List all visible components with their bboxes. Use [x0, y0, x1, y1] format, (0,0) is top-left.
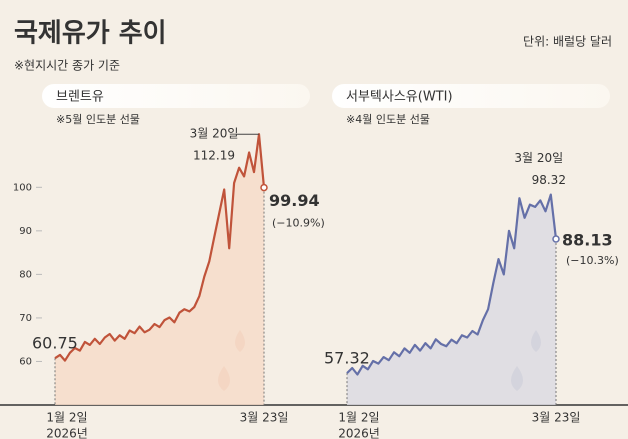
- y-tick-label: 100: [13, 182, 32, 193]
- peak-value: 98.32: [532, 173, 566, 187]
- start-value: 60.75: [32, 334, 78, 353]
- end-value: 99.94: [269, 191, 320, 210]
- y-tick-label: 70: [19, 313, 32, 324]
- x-tick-label: 3월 23일: [240, 411, 289, 425]
- unit: 단위: 배럴당 달러: [523, 35, 612, 49]
- peak-value: 112.19: [193, 149, 235, 163]
- area: [55, 134, 264, 405]
- title: 국제유가 추이: [14, 19, 167, 49]
- x-tick-label: 3월 23일: [532, 411, 581, 425]
- year-label: 2026년: [338, 427, 380, 439]
- y-tick-label: 80: [19, 269, 32, 280]
- area: [347, 194, 556, 405]
- start-value: 57.32: [324, 349, 370, 368]
- change-label: (−10.3%): [566, 254, 619, 267]
- x-tick-label: 1월 2일: [338, 411, 379, 425]
- end-point: [260, 183, 268, 192]
- y-tick-label: 60: [19, 356, 32, 367]
- chart-title: 브렌트유: [56, 90, 104, 105]
- peak-date: 3월 20일: [514, 151, 563, 165]
- line: [346, 193, 558, 376]
- x-tick-label: 1월 2일: [46, 411, 87, 425]
- chart-title: 서부텍사스유(WTI): [346, 90, 453, 105]
- note: ※현지시간 종가 기준: [14, 59, 120, 73]
- end-point: [552, 235, 560, 243]
- chart-subtitle: ※4월 인도분 선물: [346, 113, 430, 126]
- end-value: 88.13: [562, 230, 613, 249]
- peak-date: 3월 20일: [190, 127, 239, 141]
- chart-subtitle: ※5월 인도분 선물: [56, 113, 140, 126]
- year-label: 2026년: [46, 427, 88, 439]
- chart-header: [332, 84, 610, 108]
- chart-header: [42, 84, 310, 108]
- line: [54, 133, 266, 362]
- change-label: (−10.9%): [272, 217, 325, 230]
- y-tick-label: 90: [19, 226, 32, 237]
